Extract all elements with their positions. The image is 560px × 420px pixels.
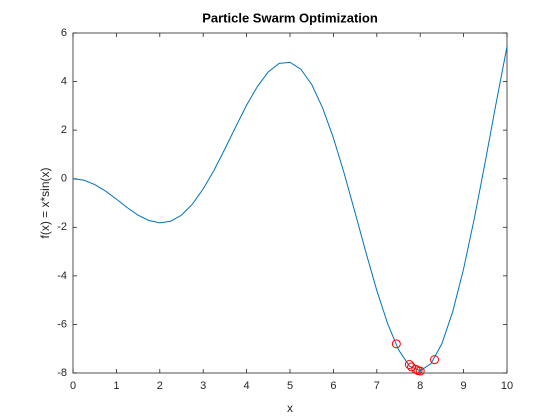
y-tick-label: 0 bbox=[61, 173, 67, 185]
x-axis-label: x bbox=[287, 401, 293, 415]
x-tick-label: 3 bbox=[200, 380, 206, 392]
x-tick-label: 5 bbox=[287, 380, 293, 392]
particle bbox=[415, 366, 425, 376]
x-tick-label: 2 bbox=[157, 380, 163, 392]
y-tick-label: 2 bbox=[61, 124, 67, 136]
x-tick-label: 10 bbox=[501, 380, 513, 392]
x-tick-label: 1 bbox=[113, 380, 119, 392]
particle bbox=[430, 355, 440, 365]
x-tick-label: 7 bbox=[374, 380, 380, 392]
x-tick-label: 8 bbox=[417, 380, 423, 392]
y-axis-label: f(x) = x*sin(x) bbox=[38, 167, 52, 238]
particle bbox=[411, 364, 421, 374]
particle bbox=[391, 339, 401, 349]
x-tick-label: 6 bbox=[330, 380, 336, 392]
y-tick-label: -8 bbox=[57, 367, 67, 379]
chart-title: Particle Swarm Optimization bbox=[202, 10, 378, 25]
x-tick-label: 0 bbox=[70, 380, 76, 392]
y-tick-label: 4 bbox=[61, 75, 67, 87]
y-tick-label: -2 bbox=[57, 221, 67, 233]
plot-area bbox=[72, 32, 508, 374]
curve bbox=[72, 46, 508, 372]
x-tick-label: 9 bbox=[461, 380, 467, 392]
y-tick-label: 6 bbox=[61, 27, 67, 39]
x-tick-label: 4 bbox=[244, 380, 250, 392]
particle bbox=[404, 360, 414, 369]
y-tick-label: -6 bbox=[57, 318, 67, 330]
y-tick-label: -4 bbox=[57, 270, 67, 282]
